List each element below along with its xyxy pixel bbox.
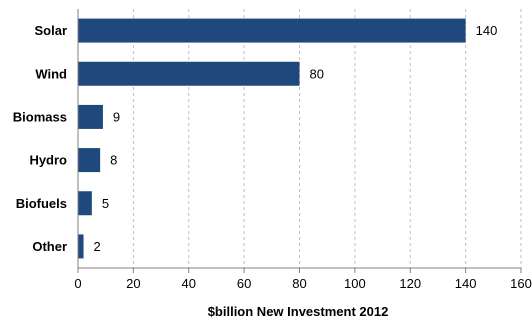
- x-tick-label: 160: [510, 276, 532, 291]
- category-label: Biofuels: [16, 196, 67, 211]
- value-label: 5: [102, 196, 109, 211]
- bar-biofuels: [78, 191, 92, 216]
- bar-wind: [78, 61, 300, 86]
- x-tick-label: 140: [455, 276, 477, 291]
- x-tick-label: 0: [74, 276, 81, 291]
- category-label: Solar: [34, 23, 67, 38]
- bar-biomass: [78, 104, 103, 129]
- x-tick-label: 80: [292, 276, 306, 291]
- x-tick-label: 20: [126, 276, 140, 291]
- value-label: 80: [310, 66, 324, 81]
- value-label: 140: [476, 23, 498, 38]
- bar-solar: [78, 18, 466, 43]
- value-label: 2: [94, 239, 101, 254]
- category-label: Other: [32, 239, 67, 254]
- category-label: Wind: [35, 66, 67, 81]
- bar-hydro: [78, 148, 101, 173]
- value-label: 9: [113, 109, 120, 124]
- value-labels: 140 80 9 8 5 2: [94, 23, 498, 254]
- x-axis: 0 20 40 60 80 100 120 140 160: [74, 9, 532, 291]
- x-axis-title: $billion New Investment 2012: [208, 304, 389, 319]
- x-tick-label: 120: [399, 276, 421, 291]
- x-tick-label: 60: [237, 276, 251, 291]
- gridlines: [132, 9, 522, 268]
- category-label: Biomass: [13, 109, 67, 124]
- bar-other: [78, 234, 84, 259]
- bars: [78, 18, 466, 259]
- category-labels: Solar Wind Biomass Hydro Biofuels Other: [13, 23, 67, 254]
- value-label: 8: [110, 153, 117, 168]
- x-tick-label: 40: [182, 276, 196, 291]
- category-label: Hydro: [29, 153, 67, 168]
- x-tick-label: 100: [344, 276, 366, 291]
